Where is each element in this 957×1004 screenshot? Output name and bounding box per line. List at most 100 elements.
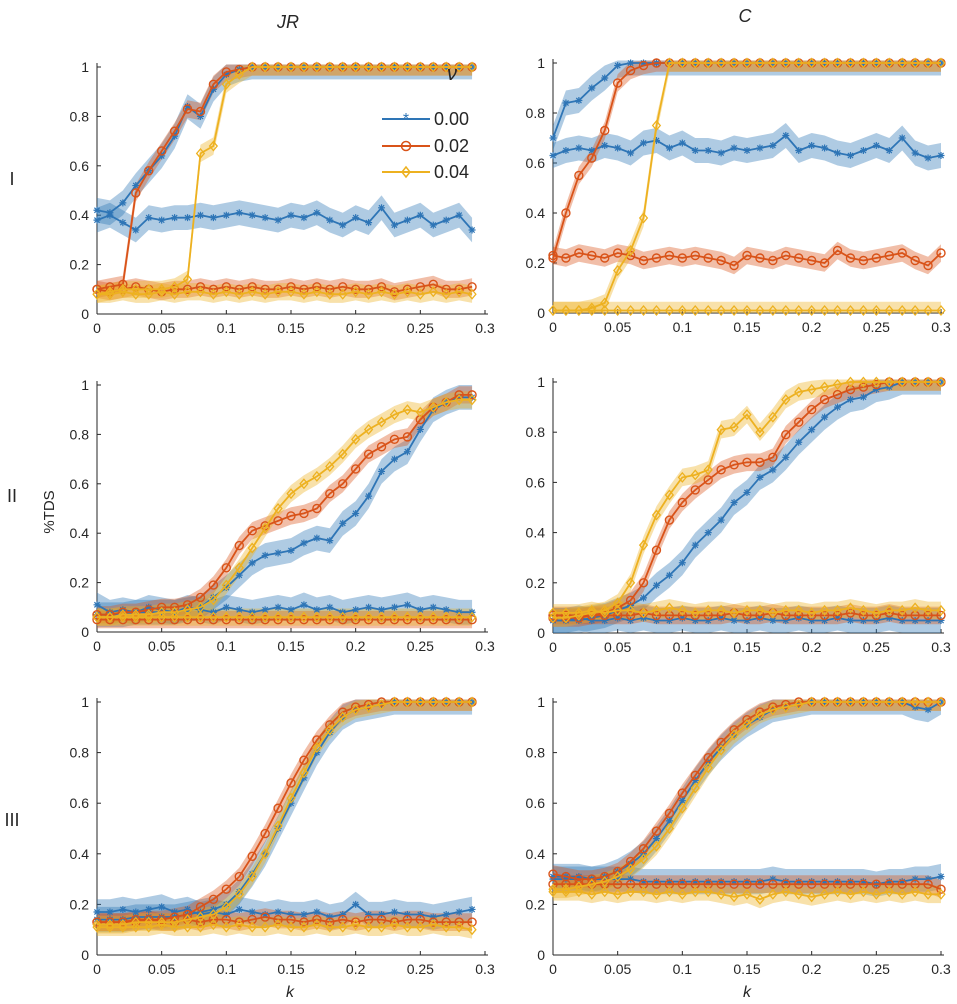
data-point <box>235 606 243 614</box>
data-point <box>312 282 322 292</box>
data-point <box>627 149 635 157</box>
data-point <box>729 891 739 903</box>
data-point <box>286 286 296 298</box>
data-point <box>923 888 933 900</box>
data-point <box>614 614 622 622</box>
data-point <box>299 917 309 927</box>
data-point <box>871 607 881 619</box>
series-line <box>553 381 941 619</box>
data-point <box>92 611 102 623</box>
data-point <box>716 255 726 266</box>
data-point <box>286 611 296 623</box>
series-error-band <box>553 699 941 899</box>
data-point <box>467 282 477 292</box>
data-point <box>806 879 817 889</box>
data-point <box>730 878 738 886</box>
y-tick-label: 0 <box>81 947 89 963</box>
data-point <box>144 609 154 621</box>
data-point <box>195 286 206 298</box>
data-point <box>415 611 425 623</box>
data-point <box>794 699 804 711</box>
data-point <box>845 253 856 263</box>
data-point <box>936 604 946 616</box>
data-point <box>703 610 713 621</box>
data-point <box>118 921 128 933</box>
data-point <box>703 475 713 485</box>
data-point <box>235 209 243 217</box>
data-point <box>415 614 426 625</box>
data-point <box>196 606 204 614</box>
data-point <box>587 153 597 163</box>
data-point <box>897 610 907 621</box>
series-line <box>96 66 473 296</box>
data-point <box>352 509 360 517</box>
data-point <box>338 921 348 933</box>
data-point <box>884 57 894 69</box>
data-point <box>247 282 257 292</box>
data-point <box>703 464 713 476</box>
data-point <box>105 921 115 933</box>
data-point <box>247 611 257 623</box>
data-point <box>184 214 192 222</box>
data-point <box>273 803 283 813</box>
data-point <box>247 526 257 536</box>
data-point <box>182 104 193 114</box>
data-point <box>677 888 687 900</box>
data-point <box>415 282 426 292</box>
column-title-jr: JR <box>276 12 299 32</box>
data-point <box>312 286 322 298</box>
data-point <box>936 610 946 621</box>
data-point <box>299 755 309 765</box>
data-point <box>885 878 893 886</box>
x-tick-label: 0.2 <box>802 639 822 655</box>
data-point <box>690 250 700 261</box>
data-point <box>742 604 752 616</box>
data-point <box>717 149 725 157</box>
y-tick-label: 0 <box>537 947 545 963</box>
data-point <box>549 616 557 624</box>
data-point <box>415 61 425 73</box>
data-point <box>548 253 558 263</box>
data-point <box>587 878 597 890</box>
data-point <box>428 61 438 73</box>
data-point <box>221 611 231 623</box>
data-point <box>884 608 894 618</box>
data-point <box>625 244 636 257</box>
data-point <box>549 873 557 881</box>
data-point <box>781 250 791 261</box>
data-point <box>587 604 597 616</box>
data-point <box>627 59 635 67</box>
data-point <box>416 606 424 614</box>
data-point <box>196 112 204 120</box>
x-tick-label: 0.3 <box>931 961 951 977</box>
data-point <box>221 282 232 292</box>
data-point <box>937 152 945 159</box>
data-point <box>884 304 894 317</box>
y-tick-label: 1 <box>81 59 89 75</box>
data-point <box>132 908 140 916</box>
row-label-1: I <box>9 169 14 189</box>
data-point <box>273 502 283 515</box>
data-point <box>640 594 648 602</box>
data-point <box>454 696 464 708</box>
data-point <box>105 917 115 927</box>
data-point <box>338 282 348 292</box>
series-error-band <box>553 241 941 275</box>
data-point <box>845 888 856 900</box>
data-point <box>782 616 790 624</box>
data-point <box>794 604 804 616</box>
data-point <box>703 752 713 763</box>
data-point <box>131 609 141 621</box>
data-point <box>755 604 765 616</box>
data-point <box>768 702 778 712</box>
x-tick-label: 0.25 <box>863 639 890 655</box>
data-point <box>845 57 856 69</box>
legend-label-0: 0.00 <box>434 109 469 129</box>
data-point <box>195 911 206 923</box>
chart-panel-jr-row1: 0 0.2 0.4 0.6 0.8 1 0 0.05 0.1 0.15 0.2 0.25 0.3 <box>70 59 495 336</box>
x-tick-label: 0.15 <box>277 638 304 654</box>
data-point <box>871 879 882 889</box>
data-point <box>299 478 309 490</box>
data-point <box>338 479 348 489</box>
data-point <box>716 610 726 621</box>
